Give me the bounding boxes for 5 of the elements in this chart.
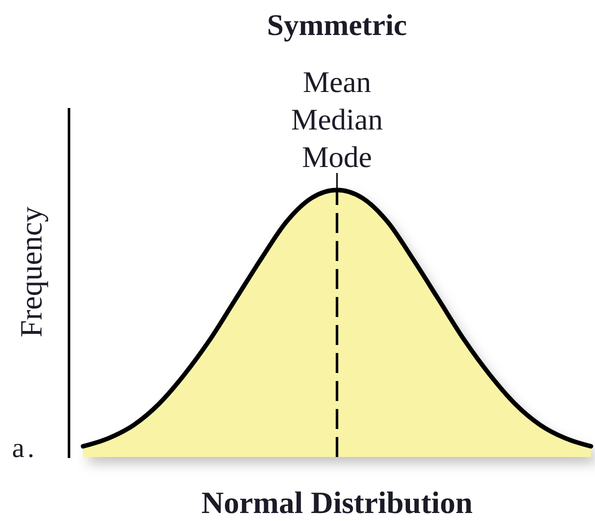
chart-title: Symmetric — [267, 9, 407, 42]
annotation: Mean Median Mode — [291, 66, 383, 174]
x-axis-title: Normal Distribution — [201, 485, 473, 520]
text: a. — [12, 433, 38, 464]
y-axis-title: Frequency — [14, 206, 48, 338]
